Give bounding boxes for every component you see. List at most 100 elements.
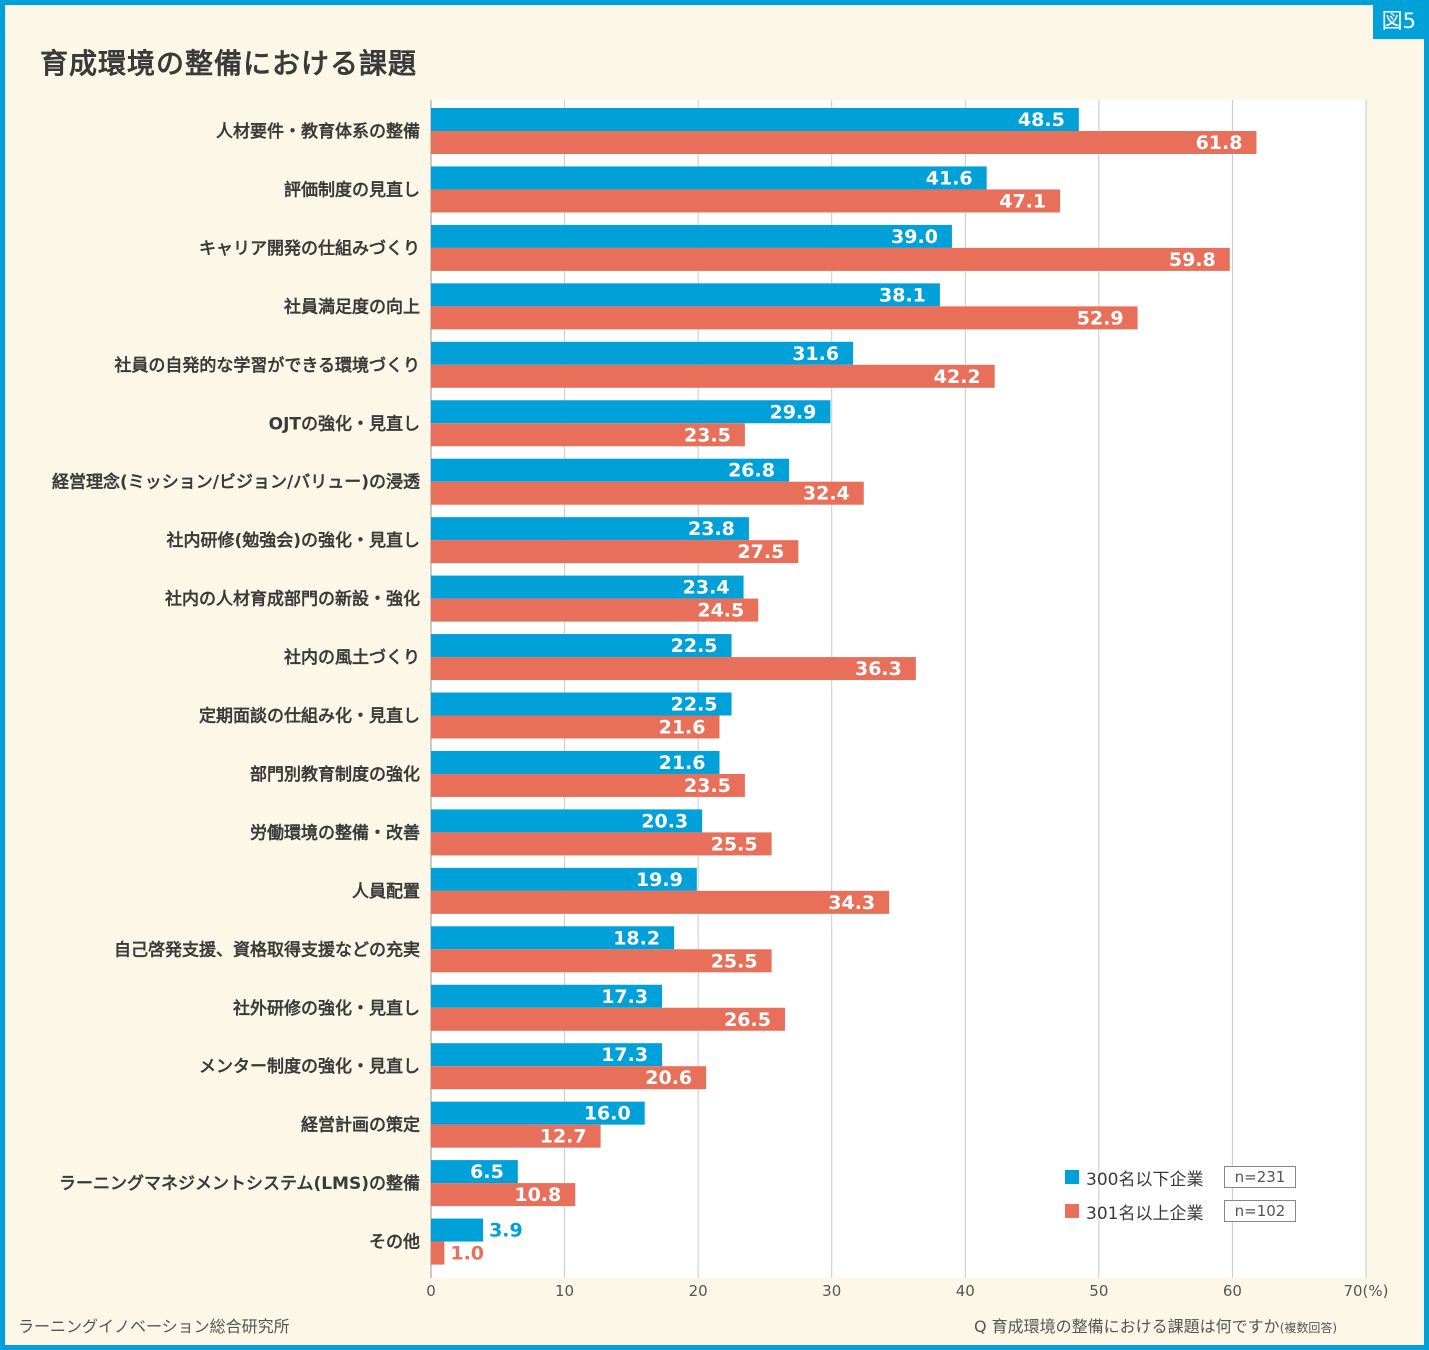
data-label: 36.3 (855, 658, 902, 680)
data-label: 24.5 (697, 600, 744, 622)
legend-n-small: n=231 (1224, 1166, 1296, 1188)
data-label: 20.6 (645, 1067, 692, 1089)
bar-large-company (431, 189, 1061, 213)
bar-small-company (431, 575, 744, 599)
data-label: 25.5 (711, 950, 758, 972)
data-label: 48.5 (1018, 109, 1065, 131)
plot-area (431, 100, 1366, 1278)
data-label: 17.3 (601, 986, 648, 1008)
x-tick-label: 60 (1223, 1282, 1242, 1300)
bar-large-company (431, 1124, 601, 1148)
legend-item-large: 301名以上企業 n=102 (1065, 1198, 1296, 1224)
data-label: 39.0 (891, 226, 938, 248)
bar-large-company (431, 890, 890, 914)
bar-small-company (431, 458, 789, 482)
category-label: OJTの強化・見直し (269, 413, 420, 434)
legend-swatch-small (1065, 1170, 1079, 1184)
bar-large-company (431, 598, 759, 622)
data-label: 61.8 (1196, 132, 1243, 154)
data-label: 16.0 (584, 1103, 631, 1125)
bar-large-company (431, 1066, 707, 1090)
x-tick-label: 20 (689, 1282, 708, 1300)
category-label: 人員配置 (352, 882, 420, 902)
bar-large-company (431, 423, 745, 447)
data-label: 23.5 (684, 775, 731, 797)
data-label: 27.5 (737, 541, 784, 563)
bar-small-company (431, 634, 732, 658)
category-label: キャリア開発の仕組みづくり (199, 238, 420, 259)
category-label: 社員の自発的な学習ができる環境づくり (113, 355, 420, 376)
data-label: 41.6 (926, 167, 973, 189)
category-label: メンター制度の強化・見直し (199, 1056, 420, 1077)
question-note: (複数回答) (1279, 1321, 1338, 1335)
data-label: 29.9 (769, 401, 816, 423)
category-label: 労働環境の整備・改善 (250, 822, 420, 843)
x-tick-label: 30 (822, 1282, 841, 1300)
data-label: 22.5 (671, 635, 718, 657)
category-label: 社内の人材育成部門の新設・強化 (164, 589, 420, 610)
category-label: 社内の風土づくり (283, 647, 420, 668)
data-label: 1.0 (450, 1243, 484, 1265)
bar-small-company (431, 926, 675, 950)
bar-small-company (431, 867, 697, 891)
bar-large-company (431, 773, 745, 797)
data-label: 18.2 (613, 927, 660, 949)
data-label: 23.8 (688, 518, 735, 540)
data-label: 3.9 (489, 1220, 523, 1242)
bar-small-company (431, 283, 940, 307)
bar-small-company (431, 166, 987, 190)
x-tick-label: 50 (1089, 1282, 1108, 1300)
data-label: 19.9 (636, 869, 683, 891)
data-label: 38.1 (879, 284, 926, 306)
data-label: 22.5 (671, 694, 718, 716)
data-label: 20.3 (641, 810, 688, 832)
data-label: 26.5 (724, 1009, 771, 1031)
data-label: 26.8 (728, 460, 775, 482)
data-label: 23.4 (683, 577, 730, 599)
category-label: 評価制度の見直し (284, 179, 420, 200)
bars (431, 108, 1257, 1265)
category-label: 定期面談の仕組み化・見直し (199, 706, 420, 727)
data-label: 59.8 (1169, 249, 1216, 271)
bar-large-company (431, 1183, 576, 1207)
data-label: 42.2 (934, 366, 981, 388)
x-tick-label: 70(%) (1343, 1282, 1388, 1300)
bar-small-company (431, 750, 720, 774)
bar-large-company (431, 247, 1230, 271)
data-label: 12.7 (540, 1126, 587, 1148)
bar-small-company (431, 108, 1079, 131)
data-label: 17.3 (601, 1044, 648, 1066)
data-label: 31.6 (792, 343, 839, 365)
survey-question: Q 育成環境の整備における課題は何ですか(複数回答) (974, 1313, 1337, 1337)
category-label: その他 (369, 1232, 420, 1253)
category-label: 社外研修の強化・見直し (232, 998, 420, 1019)
bar-large-company (431, 364, 995, 388)
category-label: 自己啓発支援、資格取得支援などの充実 (114, 939, 420, 960)
bar-small-company (431, 224, 952, 248)
category-label: 部門別教育制度の強化 (250, 764, 420, 785)
legend-label-large: 301名以上企業 (1086, 1203, 1204, 1224)
bar-large-company (431, 540, 799, 564)
bar-small-company (431, 1043, 663, 1067)
data-label: 52.9 (1077, 307, 1124, 329)
bar-large-company (431, 131, 1257, 154)
data-label: 32.4 (803, 483, 850, 505)
category-label: 社内研修(勉強会)の強化・見直し (165, 530, 420, 551)
bar-small-company (431, 1101, 645, 1125)
bar-large-company (431, 657, 916, 681)
x-tick-label: 10 (555, 1282, 574, 1300)
category-label: ラーニングマネジメントシステム(LMS)の整備 (59, 1173, 420, 1194)
data-label: 25.5 (711, 833, 758, 855)
bar-small-company (431, 984, 663, 1008)
bar-large-company (431, 715, 720, 739)
bar-large-company (431, 1241, 445, 1265)
source-credit: ラーニングイノベーション総合研究所 (18, 1317, 290, 1336)
bar-small-company (431, 809, 703, 833)
x-tick-label: 0 (426, 1282, 436, 1300)
data-label: 21.6 (659, 717, 706, 739)
data-label: 23.5 (684, 424, 731, 446)
data-label: 21.6 (659, 752, 706, 774)
category-label: 経営計画の策定 (301, 1115, 420, 1136)
bar-small-company (431, 341, 854, 365)
